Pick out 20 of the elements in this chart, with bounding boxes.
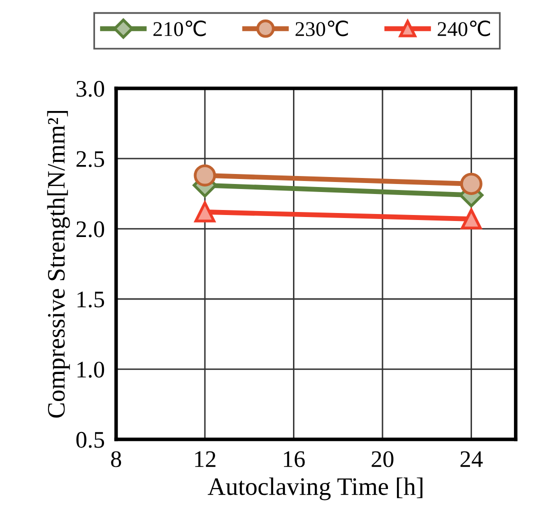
legend-label: 210℃ bbox=[153, 20, 206, 36]
y-tick-label: 1.0 bbox=[78, 362, 104, 378]
y-tick-label: 3.0 bbox=[76, 80, 104, 97]
point bbox=[194, 202, 216, 222]
x-axis-title: Autoclaving Time [h] bbox=[208, 477, 422, 500]
x-tick-label: 20 bbox=[372, 451, 394, 468]
point bbox=[460, 208, 482, 230]
y-tick-label: 2.0 bbox=[76, 221, 104, 238]
x-tick-label: 8 bbox=[111, 451, 122, 468]
x-tick-label: 16 bbox=[284, 451, 305, 468]
x-tick-label: 12 bbox=[195, 451, 216, 467]
x-tick-label: 24 bbox=[460, 451, 483, 467]
point bbox=[460, 172, 482, 195]
y-tick-label: 2.5 bbox=[76, 151, 104, 168]
legend-label: 240℃ bbox=[438, 20, 490, 36]
y-axis-title: Compressive Strength[N/mm²] bbox=[47, 110, 70, 418]
legend-label: 230℃ bbox=[296, 20, 348, 36]
point bbox=[194, 164, 216, 187]
y-tick-label: 0.5 bbox=[76, 432, 104, 448]
y-tick-label: 1.5 bbox=[78, 292, 104, 308]
